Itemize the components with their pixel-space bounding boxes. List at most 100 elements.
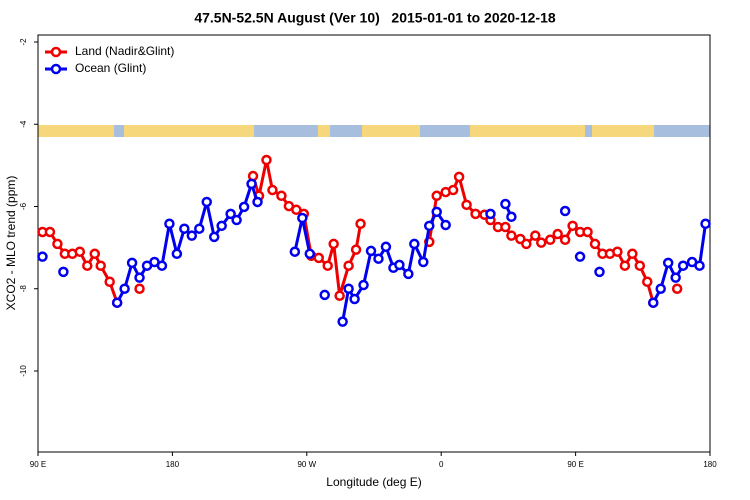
land-ocean-strip — [38, 125, 710, 137]
data-point — [156, 260, 168, 271]
data-point — [297, 212, 308, 224]
data-point — [655, 283, 666, 294]
data-point — [208, 231, 220, 243]
legend-label: Ocean (Glint) — [75, 61, 146, 75]
data-point — [179, 223, 190, 234]
data-point — [418, 256, 429, 268]
data-point — [246, 178, 257, 190]
data-point — [461, 199, 472, 211]
data-point — [231, 214, 242, 226]
data-point — [134, 283, 145, 294]
data-point — [431, 190, 442, 202]
data-point — [500, 221, 511, 233]
data-point — [431, 206, 442, 218]
data-point — [403, 268, 414, 280]
data-point — [424, 220, 435, 232]
data-point — [111, 297, 123, 308]
x-axis-label: Longitude (deg E) — [326, 475, 421, 489]
data-point — [238, 201, 250, 213]
data-point — [648, 297, 659, 308]
data-point — [453, 171, 465, 183]
y-axis-label: XCO2 - MLO trend (ppm) — [4, 176, 18, 311]
data-point — [670, 272, 681, 283]
data-point — [552, 228, 563, 240]
data-point — [343, 260, 354, 271]
data-point — [559, 205, 571, 217]
data-point — [530, 230, 541, 241]
data-point — [544, 234, 556, 246]
data-point — [582, 226, 593, 238]
x-tick-label: 0 — [439, 460, 444, 469]
data-point — [485, 208, 496, 220]
data-point — [594, 266, 605, 278]
data-point — [589, 238, 601, 250]
data-point — [89, 248, 100, 260]
data-point — [119, 283, 130, 294]
data-point — [440, 219, 451, 231]
y-tick-label: -10 — [19, 365, 28, 377]
legend-marker — [50, 63, 62, 75]
data-point — [349, 293, 360, 305]
data-point — [337, 316, 348, 327]
data-point — [267, 184, 278, 196]
data-point — [355, 218, 366, 230]
x-tick-label: 180 — [703, 460, 717, 469]
data-point — [671, 283, 683, 294]
data-point — [289, 246, 301, 257]
data-point — [95, 260, 106, 271]
data-point — [447, 184, 459, 196]
data-point — [319, 289, 330, 301]
data-point — [373, 253, 384, 264]
data-point — [627, 248, 638, 260]
data-point — [194, 223, 205, 234]
data-point — [216, 220, 227, 232]
data-point — [700, 218, 711, 230]
data-point — [134, 272, 145, 283]
legend-marker — [50, 46, 62, 58]
data-point — [619, 260, 631, 271]
data-point — [74, 246, 86, 257]
data-point — [201, 196, 212, 208]
plot-frame — [37, 34, 711, 453]
data-point — [559, 234, 571, 246]
data-point — [380, 241, 392, 253]
data-point — [276, 190, 287, 202]
x-tick-label: 180 — [166, 460, 180, 469]
data-point — [506, 230, 517, 241]
data-point — [82, 260, 93, 271]
data-point — [470, 208, 481, 220]
chart-title: 47.5N-52.5N August (Ver 10) 2015-01-01 t… — [194, 10, 556, 26]
data-point — [104, 276, 115, 287]
data-point — [322, 260, 333, 271]
data-point — [612, 246, 623, 257]
data-point — [694, 260, 705, 271]
data-point — [506, 211, 517, 223]
data-point — [409, 238, 420, 250]
data-point — [358, 279, 369, 291]
data-point — [662, 257, 674, 269]
data-point — [291, 204, 302, 216]
data-point — [334, 290, 345, 301]
data-point — [252, 196, 263, 208]
data-point — [328, 238, 339, 250]
data-point — [164, 218, 175, 230]
y-tick-label: -2 — [19, 38, 28, 46]
data-point — [365, 245, 377, 257]
data-point — [394, 259, 405, 271]
data-point — [574, 251, 586, 262]
data-point — [126, 257, 138, 269]
data-point — [304, 248, 316, 260]
data-point — [634, 260, 646, 271]
data-point — [677, 260, 689, 271]
y-tick-label: -8 — [19, 285, 28, 293]
data-point — [44, 226, 56, 238]
data-point — [642, 276, 653, 287]
legend-label: Land (Nadir&Glint) — [75, 44, 174, 58]
data-point — [521, 238, 532, 250]
data-point — [350, 244, 362, 255]
data-point — [225, 208, 236, 220]
data-point — [313, 252, 324, 264]
x-tick-label: 90 E — [30, 460, 46, 469]
x-tick-label: 90 E — [567, 460, 583, 469]
